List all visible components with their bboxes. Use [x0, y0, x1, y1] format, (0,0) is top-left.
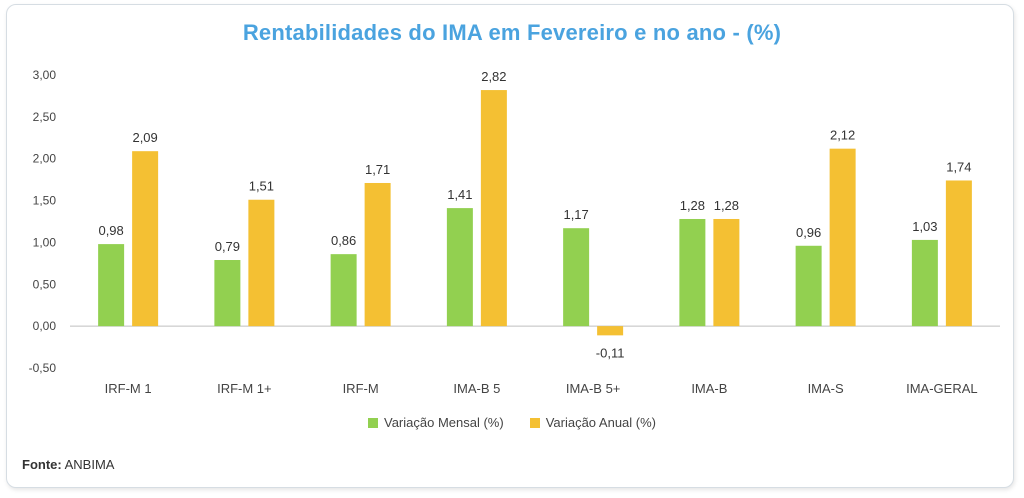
data-label-anual: 2,12 [830, 128, 855, 143]
y-tick-label: 0,00 [33, 319, 57, 333]
data-label-mensal: 1,28 [680, 198, 705, 213]
chart-title: Rentabilidades do IMA em Fevereiro e no … [242, 20, 782, 45]
y-tick-label: 1,00 [33, 235, 57, 249]
x-category-label: IRF-M [343, 381, 379, 396]
data-label-anual: -0,11 [596, 345, 625, 360]
data-label-mensal: 1,17 [563, 207, 588, 222]
legend-item-mensal: Variação Mensal (%) [367, 415, 504, 430]
x-category-label: IMA-S [808, 381, 844, 396]
bar-anual [132, 151, 159, 327]
y-tick-label: 1,50 [33, 194, 57, 208]
x-category-label: IMA-GERAL [906, 381, 978, 396]
y-tick-label: 3,00 [33, 68, 57, 82]
data-label-mensal: 0,98 [98, 223, 123, 238]
bar-anual [829, 148, 856, 327]
bar-anual [480, 90, 507, 327]
data-label-mensal: 1,41 [447, 187, 472, 202]
data-label-anual: 1,28 [714, 198, 739, 213]
bar-mensal [795, 245, 822, 327]
x-category-label: IRF-M 1+ [217, 381, 272, 396]
y-tick-label: 2,50 [33, 110, 57, 124]
legend-swatch-anual [529, 417, 540, 428]
x-category-label: IRF-M 1 [105, 381, 152, 396]
y-tick-label: 0,50 [33, 277, 57, 291]
bar-mensal [679, 218, 706, 327]
data-label-mensal: 0,79 [215, 239, 240, 254]
source-note: Fonte: ANBIMA [22, 457, 114, 472]
legend-item-anual: Variação Anual (%) [529, 415, 657, 430]
data-label-mensal: 0,96 [796, 225, 821, 240]
bar-mensal [911, 239, 938, 327]
bar-anual [364, 182, 391, 327]
bar-mensal [446, 208, 473, 327]
bar-mensal [330, 254, 357, 327]
data-label-mensal: 1,03 [912, 219, 937, 234]
data-label-anual: 1,51 [249, 179, 274, 194]
legend-label-mensal: Variação Mensal (%) [383, 415, 504, 430]
bar-mensal [563, 228, 590, 327]
bar-anual [597, 326, 624, 336]
x-category-label: IMA-B 5+ [566, 381, 621, 396]
x-category-label: IMA-B 5 [453, 381, 500, 396]
data-label-mensal: 0,86 [331, 233, 356, 248]
y-tick-label: -0,50 [29, 361, 57, 375]
bar-anual [945, 180, 972, 327]
bar-anual [713, 218, 740, 327]
source-value: ANBIMA [64, 457, 115, 472]
bar-mensal [214, 260, 241, 327]
data-label-anual: 2,82 [481, 69, 506, 84]
legend-label-anual: Variação Anual (%) [545, 415, 657, 430]
legend-swatch-mensal [367, 417, 378, 428]
data-label-anual: 1,74 [946, 159, 971, 174]
bar-mensal [98, 244, 125, 327]
bar-anual [248, 199, 275, 327]
source-label: Fonte: [22, 457, 62, 472]
data-label-anual: 2,09 [132, 130, 157, 145]
x-category-label: IMA-B [691, 381, 727, 396]
data-label-anual: 1,71 [365, 162, 390, 177]
y-tick-label: 2,00 [33, 152, 57, 166]
legend: Variação Mensal (%) Variação Anual (%) [0, 415, 1024, 430]
